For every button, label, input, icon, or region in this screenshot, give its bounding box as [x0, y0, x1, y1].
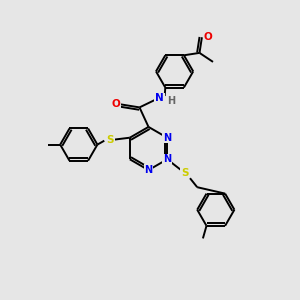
Text: N: N: [163, 154, 171, 164]
Text: S: S: [106, 135, 114, 145]
Text: N: N: [163, 133, 171, 143]
Text: O: O: [203, 32, 212, 42]
Text: O: O: [111, 99, 120, 110]
Text: H: H: [167, 96, 176, 106]
Text: N: N: [144, 165, 153, 175]
Text: S: S: [181, 168, 188, 178]
Text: N: N: [163, 133, 171, 143]
Text: N: N: [155, 93, 164, 103]
